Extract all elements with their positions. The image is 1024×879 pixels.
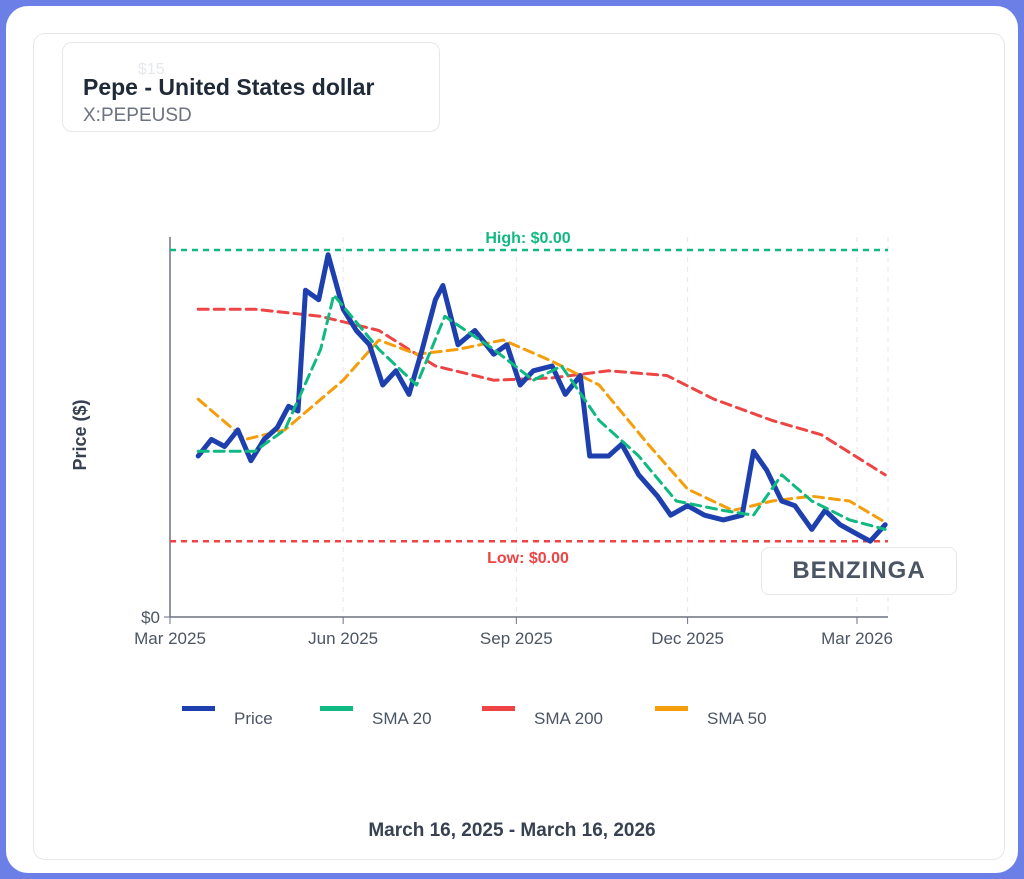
chart-title: Pepe - United States dollar [83, 74, 375, 100]
high-label: High: $0.00 [485, 230, 570, 247]
y-axis-label: Price ($) [70, 399, 90, 470]
x-tick-label: Dec 2025 [651, 629, 724, 648]
legend-label: SMA 50 [707, 709, 767, 728]
legend-label: SMA 20 [372, 709, 432, 728]
ghost-label: $15 [138, 61, 165, 78]
series-line-sma200 [196, 307, 887, 477]
legend-swatch [320, 706, 353, 711]
series-line-price [195, 252, 888, 544]
ticker-symbol: X:PEPEUSD [83, 105, 192, 126]
x-tick-label: Jun 2025 [308, 629, 378, 648]
series-line-sma20 [196, 293, 887, 531]
frame [6, 6, 1018, 873]
date-range: March 16, 2025 - March 16, 2026 [368, 820, 656, 841]
title-box: $15 Pepe - United States dollar X:PEPEUS… [62, 42, 440, 132]
legend-label: SMA 200 [534, 709, 603, 728]
legend: Price SMA 20 SMA 200 SMA 50 [0, 700, 1024, 740]
legend-swatch [482, 706, 515, 711]
y-tick-label: $0 [141, 608, 160, 627]
benzinga-watermark: BENZINGA [761, 547, 957, 595]
low-label: Low: $0.00 [487, 550, 569, 567]
legend-label: Price [234, 709, 273, 728]
x-tick-label: Mar 2025 [134, 629, 206, 648]
series-line-sma50 [196, 338, 887, 524]
chart-card [33, 33, 1005, 860]
x-tick-label: Mar 2026 [821, 629, 893, 648]
legend-swatch [655, 706, 688, 711]
x-tick-label: Sep 2025 [480, 629, 553, 648]
legend-swatch [182, 706, 215, 711]
